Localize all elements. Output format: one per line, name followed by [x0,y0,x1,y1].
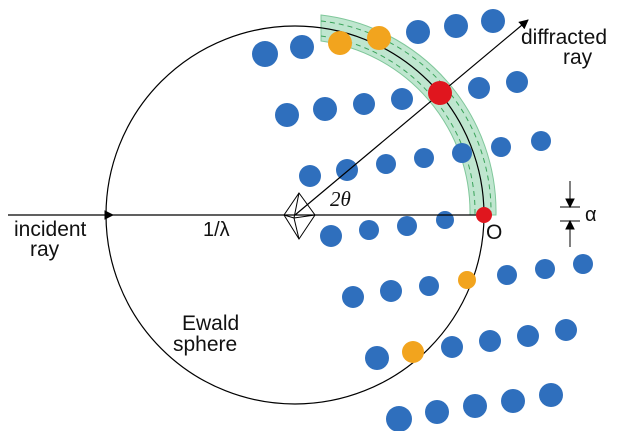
lattice-point [535,259,555,279]
diffracted-ray-label-line2: ray [563,46,593,69]
lattice-point [406,20,430,44]
alpha-indicator [560,181,580,247]
lattice-point [380,280,402,302]
lattice-point [468,77,490,99]
incident-ray-label-line2: ray [30,238,60,261]
origin-label: O [486,221,502,244]
lattice-point [436,211,454,229]
lattice-point [425,400,449,424]
lattice-point [452,143,472,163]
lattice-point [444,14,468,38]
lattice-point [275,103,299,127]
lattice-point [501,389,525,413]
lattice-point [365,346,389,370]
on-sphere-point [328,31,352,55]
reflecting-point [428,81,452,105]
lattice-point [539,383,563,407]
lattice-point [353,93,375,115]
origin-point [476,207,492,223]
two-theta-label: 2θ [330,187,351,211]
lattice-point [299,165,321,187]
lattice-point [376,154,396,174]
ewald-sphere-label-line1: Ewald [182,312,239,335]
lattice-point [391,88,413,110]
lattice-point [290,35,314,59]
on-sphere-point [458,271,476,289]
lattice-point [497,265,517,285]
diffracted-ray [294,19,529,216]
incident-ray-label-line1: incident [14,218,87,241]
lattice-point [313,97,337,121]
sphere-shell-dash-outer [320,20,492,216]
lattice-point [517,325,539,347]
lattice-point [386,406,412,431]
lattice-point [419,276,439,296]
lattice-point [397,216,417,236]
diffracted-ray-label-line1: diffracted [521,26,607,49]
lattice-point [414,148,434,168]
lattice-point [506,71,528,93]
on-sphere-point [367,26,391,50]
lattice-point [320,225,342,247]
lattice-point [481,9,505,33]
inverse-lambda-label: 1/λ [203,219,230,241]
lattice-point [555,319,577,341]
lattice-point [441,336,463,358]
lattice-points [252,9,593,431]
crystal-icon [283,192,316,240]
lattice-point [252,41,278,67]
lattice-point [479,330,501,352]
on-sphere-point [402,341,424,363]
ewald-sphere-label-line2: sphere [173,333,237,356]
lattice-point [491,137,511,157]
lattice-point [463,394,487,418]
lattice-point [359,220,379,240]
lattice-point [531,131,551,151]
on-sphere-points [328,26,476,363]
lattice-point [573,254,593,274]
alpha-label: α [585,204,597,226]
lattice-point [342,286,364,308]
